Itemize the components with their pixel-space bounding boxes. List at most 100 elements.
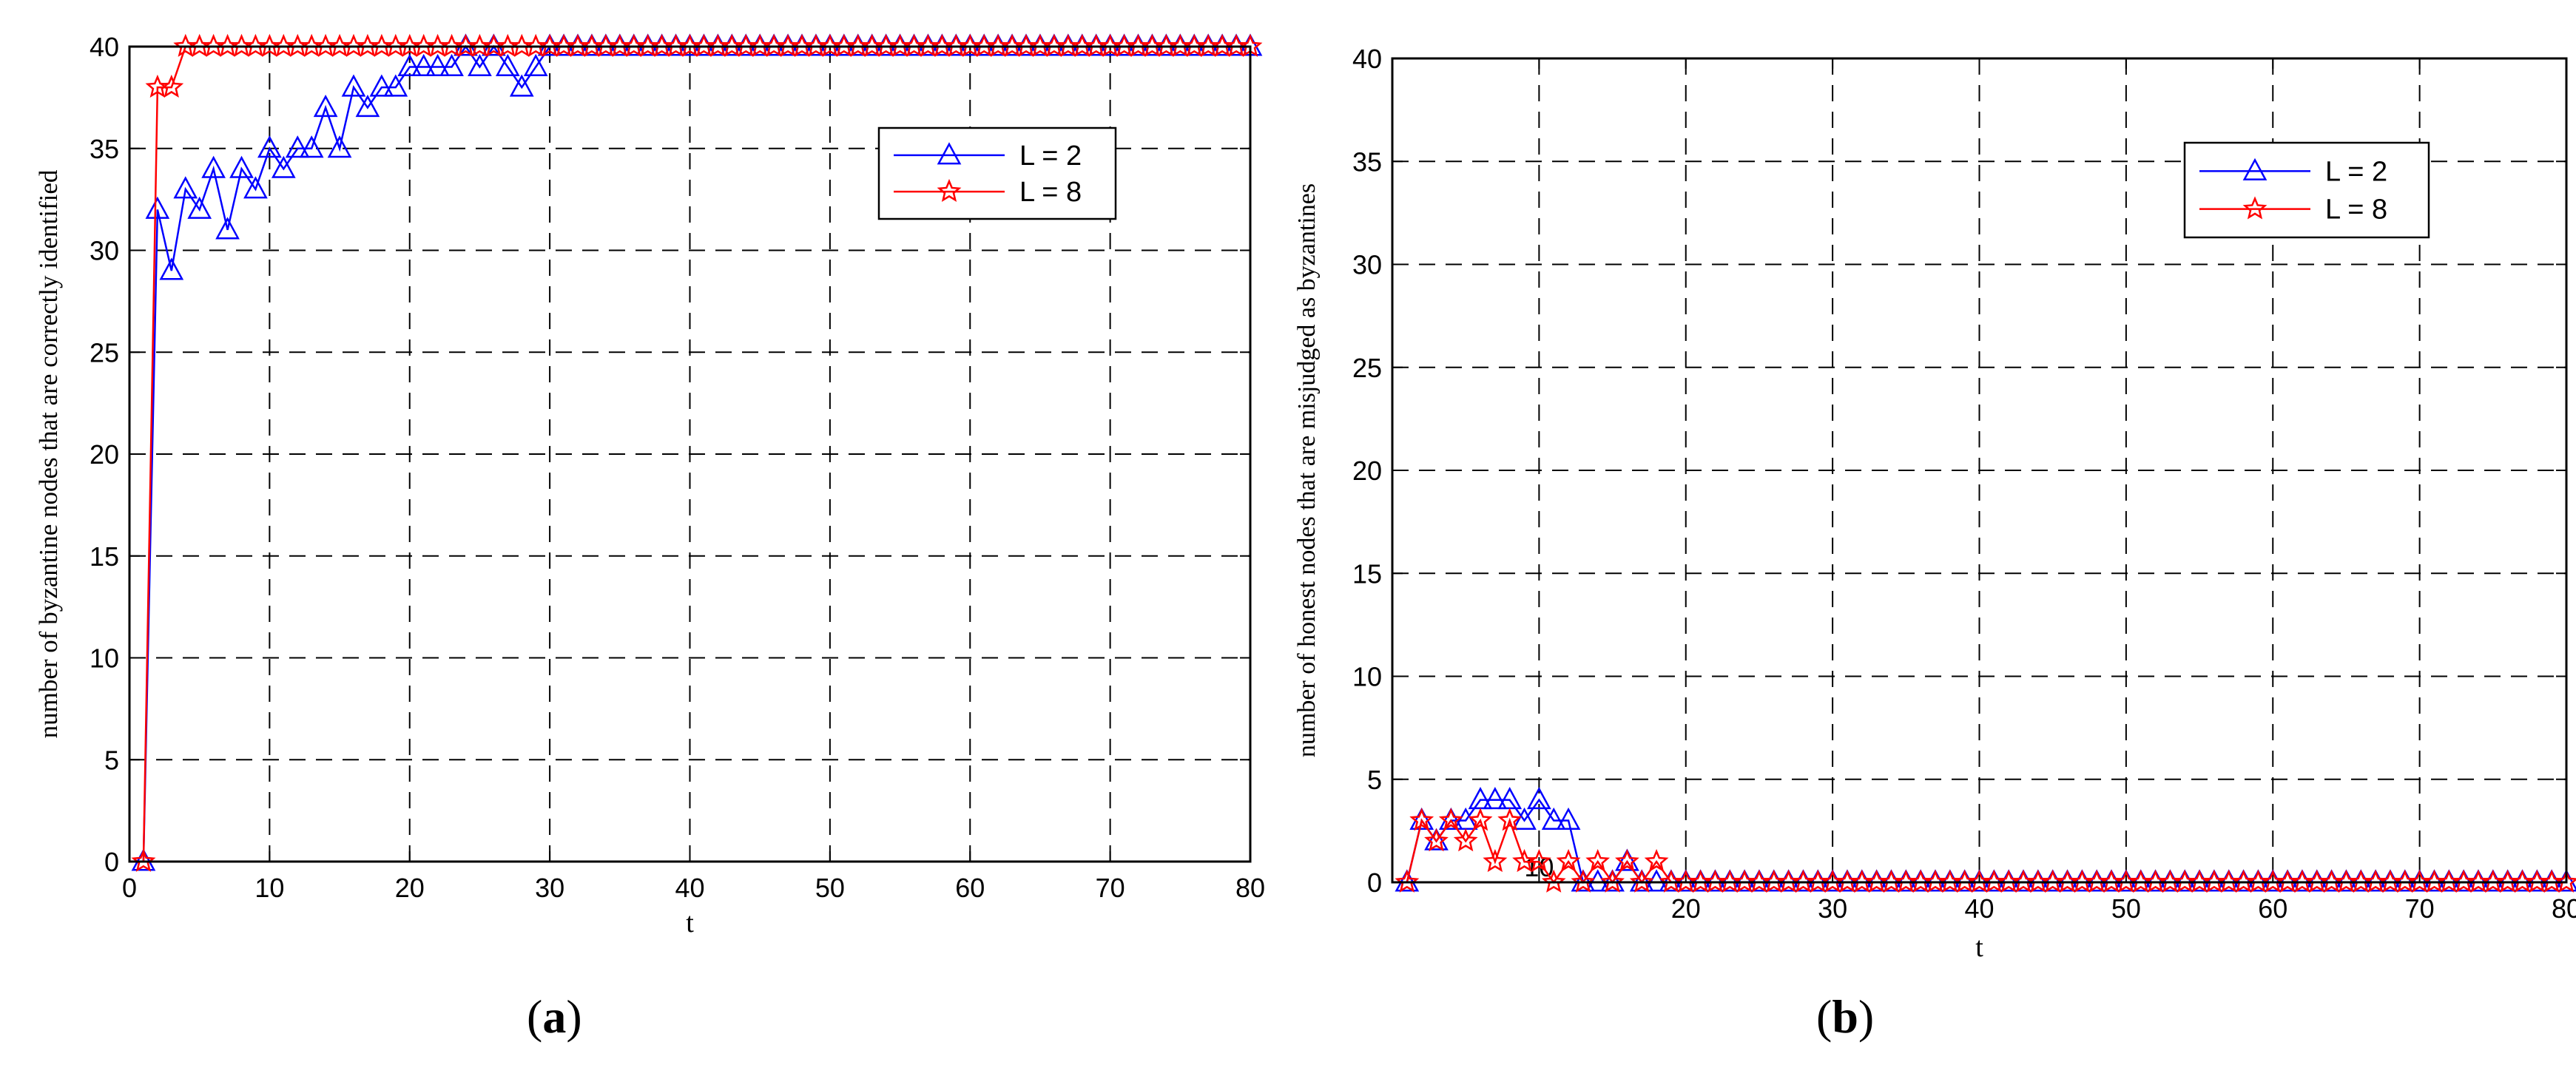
panel-b-data-point-1 (2040, 869, 2066, 892)
panel-b-data-point-2 (1614, 848, 1639, 873)
panel-b-data-point-2 (1585, 848, 1611, 873)
panel-b-legend-marker-2 (2242, 196, 2268, 220)
panel-a-ytick-label: 5 (104, 745, 119, 775)
panel-b-data-point-1 (1688, 869, 1713, 892)
panel-b-data-point-1 (2466, 869, 2491, 892)
panel-a-data-point-1 (523, 53, 548, 77)
panel-a-ytick-label: 0 (104, 847, 119, 877)
panel-a-legend: L = 2 L = 8 (877, 126, 1117, 220)
panel-b-data-point-1 (2407, 869, 2432, 892)
panel-b-data-point-1 (1659, 869, 1684, 892)
panel-b-data-point-1 (2055, 869, 2080, 892)
chart-panel-a: 0 10 20 30 40 50 60 70 80 0 5 10 15 20 25 30 35 40 t number… (34, 32, 1265, 938)
panel-b-data-point-1 (2114, 869, 2139, 892)
panel-a-y-axis-label: number of byzantine nodes that are corre… (34, 169, 63, 738)
panel-b-xtick-label: 30 (1818, 893, 1847, 924)
panel-b-axes-frame (1391, 57, 2568, 884)
panel-a-xtick-label: 80 (1235, 873, 1265, 903)
panel-b-data-point-2 (1424, 828, 1449, 852)
panel-b-ytick-label: 15 (1352, 558, 1382, 589)
panel-b-data-point-1 (1483, 786, 1508, 810)
panel-b-data-point-1 (1776, 869, 1801, 892)
panel-b-data-point-1 (1541, 807, 1566, 830)
panel-b-data-point-1 (1967, 869, 1992, 892)
panel-a-xtick-label: 70 (1096, 873, 1125, 903)
panel-b-ytick-label: 10 (1352, 662, 1382, 692)
panel-b-xtick-label: 70 (2405, 893, 2435, 924)
panel-a-x-axis-label: t (686, 907, 694, 938)
panel-a-data-point-1 (341, 74, 366, 97)
panel-a-data-point-1 (299, 135, 324, 158)
panel-a-data-point-1 (411, 53, 436, 77)
panel-b-data-point-1 (1879, 869, 1904, 892)
panel-b-data-point-1 (2393, 869, 2418, 892)
panel-b-data-point-2 (1644, 848, 1669, 873)
panel-b-data-point-1 (1996, 869, 2021, 892)
panel-b-legend-label-1: L = 2 (2325, 156, 2387, 187)
panel-b-data-point-1 (2260, 869, 2285, 892)
panel-a-xtick-label: 60 (955, 873, 985, 903)
panel-b-data-point-1 (2481, 869, 2506, 892)
panel-b-data-point-1 (1527, 786, 1551, 810)
panel-a-ytick-label: 15 (90, 541, 119, 572)
panel-b-data-point-1 (1703, 869, 1727, 892)
panel-a-data-point-1 (131, 848, 156, 871)
panel-a-data-point-1 (355, 95, 380, 118)
panel-b-data-point-2 (1438, 808, 1463, 831)
panel-a-xtick-label: 30 (535, 873, 564, 903)
panel-a-data-point-1 (257, 135, 282, 158)
panel-a-xtick-label: 50 (815, 873, 845, 903)
panel-b-data-point-1 (2495, 869, 2521, 892)
panel-b-data-point-2 (1409, 808, 1434, 831)
panel-b-data-point-1 (2451, 869, 2476, 892)
panel-b-data-point-1 (2128, 869, 2154, 892)
panel-a-data-point-1 (215, 217, 240, 240)
panel-b-x-axis-label: t (1975, 932, 1983, 963)
panel-b-data-point-1 (2084, 869, 2109, 892)
panel-a-legend-label-2: L = 8 (1019, 177, 1082, 208)
chart-panel-b: 20 30 40 50 60 70 80100510152025303540tnumber … (1293, 44, 2576, 963)
panel-b-xtick-label: 80 (2552, 893, 2576, 924)
panel-b-data-point-1 (2319, 869, 2344, 892)
panel-b-legend: L = 2 L = 8 (2183, 141, 2430, 239)
panel-b-ytick-label: 20 (1352, 456, 1382, 486)
panel-a-ytick-label: 25 (90, 337, 119, 368)
panel-b-data-point-2 (1556, 848, 1581, 873)
panel-b-data-point-1 (1571, 869, 1596, 892)
panel-b-data-point-2 (1395, 869, 1420, 893)
panel-b-data-point-1 (1791, 869, 1815, 892)
panel-a-data-point-1 (187, 196, 212, 219)
panel-a-xtick-label: 0 (122, 873, 137, 903)
panel-b-data-point-1 (2510, 869, 2535, 892)
panel-b-data-point-1 (2187, 869, 2212, 892)
panel-a-legend-box (877, 126, 1117, 220)
panel-b-data-point-1 (1864, 869, 1889, 892)
panel-b-legend-label-2: L = 8 (2325, 195, 2387, 226)
panel-b-data-point-1 (2202, 869, 2227, 892)
panel-b-data-point-1 (1615, 848, 1639, 871)
panel-b-data-point-1 (1747, 869, 1772, 892)
panel-a-ytick-label: 35 (90, 134, 119, 164)
panel-b-data-point-1 (2099, 869, 2124, 892)
panel-b-data-point-1 (1835, 869, 1860, 892)
panel-b-data-point-1 (1629, 869, 1654, 892)
panel-b-data-point-2 (1497, 808, 1523, 831)
panel-b-data-point-1 (2554, 869, 2576, 892)
panel-b-data-point-1 (2539, 869, 2564, 892)
panel-b-data-point-1 (2304, 869, 2330, 892)
panel-b-data-point-1 (1761, 869, 1787, 892)
panel-a-ytick-label: 10 (90, 643, 119, 674)
panel-a-xtick-label: 10 (254, 873, 284, 903)
panel-b-caption-letter: b (1832, 990, 1858, 1043)
panel-a-data-point-1 (271, 155, 296, 178)
panel-a-ytick-label: 30 (90, 236, 119, 266)
panel-a-xtick-label: 40 (675, 873, 704, 903)
panel-b-data-point-1 (1424, 828, 1449, 850)
panel-a-data-point-1 (145, 196, 170, 219)
panel-b-data-point-1 (1732, 869, 1757, 892)
panel-a-axes-frame (128, 45, 1252, 863)
panel-b-xtick-label: 50 (2111, 893, 2141, 924)
panel-b-data-point-1 (2231, 869, 2256, 892)
panel-b-data-point-2 (1571, 869, 1596, 893)
panel-b-xtick-label: 40 (1964, 893, 1994, 924)
